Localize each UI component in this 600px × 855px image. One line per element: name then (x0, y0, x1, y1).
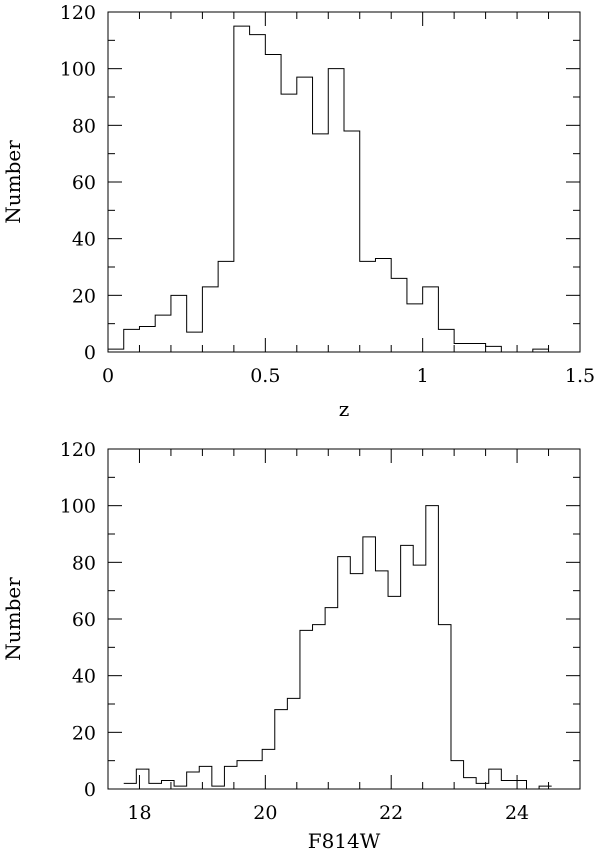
y-tick-label: 0 (84, 342, 96, 364)
plot-frame (107, 448, 581, 790)
y-axis-label: Number (1, 140, 25, 224)
y-tick-label: 20 (72, 285, 96, 307)
y-tick-label: 0 (84, 779, 96, 801)
y-tick-label: 60 (72, 172, 96, 194)
x-tick-label: 22 (379, 802, 403, 824)
y-tick-label: 80 (72, 552, 96, 574)
x-tick-label: 1 (417, 365, 429, 387)
y-tick-label: 40 (72, 229, 96, 251)
x-axis-label: z (339, 397, 350, 421)
y-tick-label: 120 (60, 2, 96, 24)
x-tick-label: 0 (102, 365, 114, 387)
x-tick-label: 18 (127, 802, 151, 824)
tick-labels: 18 20 22 24 0 20 40 60 80 100 120 (60, 439, 529, 824)
x-tick-label: 1.5 (565, 365, 595, 387)
y-tick-label: 60 (72, 609, 96, 631)
redshift-histogram-line (108, 25, 549, 353)
x-tick-label: 0.5 (250, 365, 280, 387)
tick-labels: 0 0.5 1 1.5 0 20 40 60 80 100 120 (60, 2, 595, 387)
x-tick-label: 20 (253, 802, 277, 824)
redshift-histogram-panel: 0 0.5 1 1.5 0 20 40 60 80 100 120 z Number (1, 2, 595, 421)
magnitude-histogram-panel: 18 20 22 24 0 20 40 60 80 100 120 F814W Number (1, 439, 581, 853)
plot-frame (107, 11, 581, 353)
y-tick-label: 100 (60, 59, 96, 81)
y-axis-label: Number (1, 577, 25, 661)
y-tick-label: 80 (72, 115, 96, 137)
y-tick-label: 120 (60, 439, 96, 461)
axis-ticks (107, 11, 581, 353)
x-axis-label: F814W (308, 829, 381, 853)
y-tick-label: 40 (72, 666, 96, 688)
y-tick-label: 100 (60, 496, 96, 518)
axis-ticks (107, 448, 581, 790)
x-tick-label: 24 (505, 802, 529, 824)
y-tick-label: 20 (72, 722, 96, 744)
magnitude-histogram-line (123, 505, 552, 790)
